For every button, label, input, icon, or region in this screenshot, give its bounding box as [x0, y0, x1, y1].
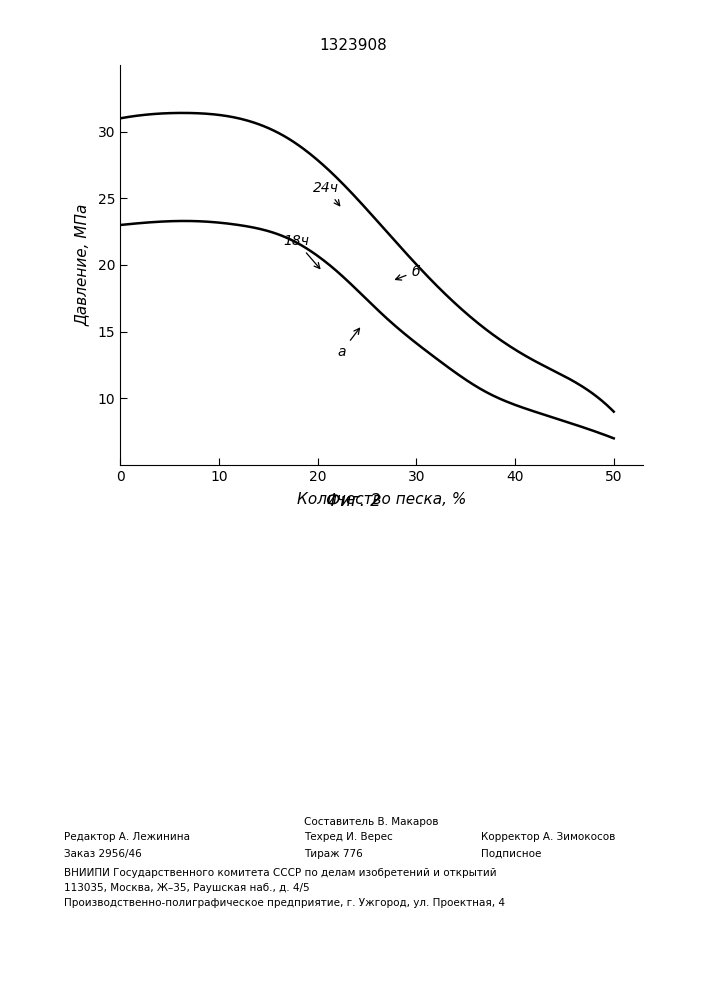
- Text: 24ч: 24ч: [312, 181, 340, 206]
- Text: Заказ 2956/46: Заказ 2956/46: [64, 849, 141, 859]
- Text: 18ч: 18ч: [283, 234, 320, 269]
- Text: б: б: [395, 265, 420, 280]
- Text: Производственно-полиграфическое предприятие, г. Ужгород, ул. Проектная, 4: Производственно-полиграфическое предприя…: [64, 898, 505, 908]
- Text: а: а: [337, 328, 359, 359]
- Text: Тираж 776: Тираж 776: [304, 849, 363, 859]
- X-axis label: Количество песка, %: Количество песка, %: [297, 492, 467, 507]
- Y-axis label: Давление, МПа: Давление, МПа: [74, 204, 89, 326]
- Text: Редактор А. Лежинина: Редактор А. Лежинина: [64, 832, 189, 842]
- Text: 113035, Москва, Ж–35, Раушская наб., д. 4/5: 113035, Москва, Ж–35, Раушская наб., д. …: [64, 883, 309, 893]
- Text: Техред И. Верес: Техред И. Верес: [304, 832, 393, 842]
- Text: Подписное: Подписное: [481, 849, 541, 859]
- Text: 1323908: 1323908: [320, 38, 387, 53]
- Text: Корректор А. Зимокосов: Корректор А. Зимокосов: [481, 832, 615, 842]
- Text: ВНИИПИ Государственного комитета СССР по делам изобретений и открытий: ВНИИПИ Государственного комитета СССР по…: [64, 868, 496, 878]
- Text: Фиг. 2: Фиг. 2: [326, 492, 381, 510]
- Text: Составитель В. Макаров: Составитель В. Макаров: [304, 817, 438, 827]
